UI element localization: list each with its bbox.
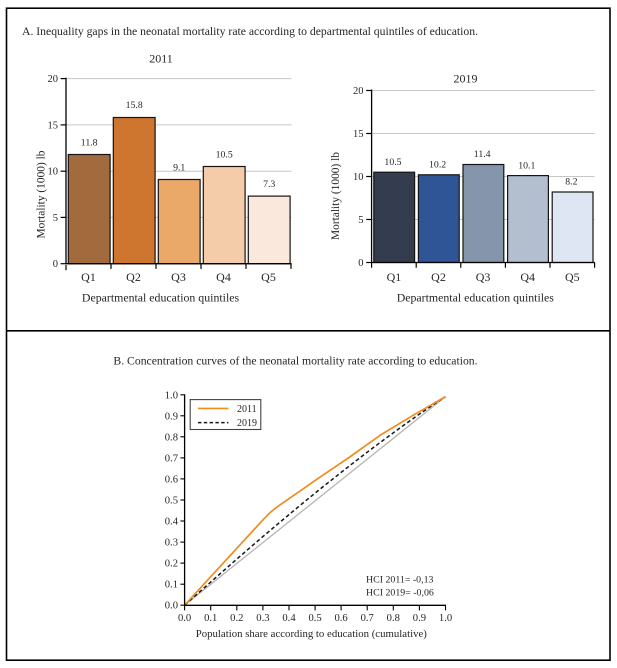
svg-text:5: 5 bbox=[358, 215, 363, 226]
svg-text:B. Concentration curves of the: B. Concentration curves of the neonatal … bbox=[113, 355, 477, 368]
svg-text:0.9: 0.9 bbox=[413, 613, 426, 624]
svg-text:0.9: 0.9 bbox=[165, 411, 178, 422]
svg-text:Q5: Q5 bbox=[261, 270, 276, 284]
svg-text:0.3: 0.3 bbox=[256, 613, 269, 624]
svg-text:20: 20 bbox=[48, 74, 59, 85]
svg-text:15: 15 bbox=[353, 129, 364, 140]
svg-text:Departmental education quintil: Departmental education quintiles bbox=[82, 291, 240, 305]
svg-text:15.8: 15.8 bbox=[126, 100, 143, 111]
svg-text:20: 20 bbox=[353, 86, 364, 97]
svg-text:0.6: 0.6 bbox=[165, 474, 178, 485]
svg-text:A. Inequality gaps in the neon: A. Inequality gaps in the neonatal morta… bbox=[22, 25, 478, 38]
svg-text:Q1: Q1 bbox=[81, 270, 96, 284]
svg-text:0.5: 0.5 bbox=[165, 496, 178, 507]
svg-text:Departmental education quintil: Departmental education quintiles bbox=[397, 291, 555, 305]
svg-text:10.2: 10.2 bbox=[429, 160, 446, 171]
svg-text:0.8: 0.8 bbox=[165, 432, 178, 443]
svg-text:7.3: 7.3 bbox=[263, 179, 275, 190]
svg-text:Q1: Q1 bbox=[387, 270, 402, 284]
svg-text:9.1: 9.1 bbox=[173, 163, 185, 174]
svg-text:0.0: 0.0 bbox=[165, 601, 178, 612]
svg-text:Q3: Q3 bbox=[171, 270, 186, 284]
svg-text:0.2: 0.2 bbox=[230, 613, 243, 624]
svg-text:0.1: 0.1 bbox=[204, 613, 217, 624]
svg-text:10.1: 10.1 bbox=[518, 160, 535, 171]
svg-text:Q3: Q3 bbox=[476, 270, 491, 284]
svg-text:0.8: 0.8 bbox=[387, 613, 400, 624]
svg-text:0.0: 0.0 bbox=[178, 613, 191, 624]
svg-text:11.8: 11.8 bbox=[81, 137, 98, 148]
svg-text:Q5: Q5 bbox=[565, 270, 580, 284]
svg-text:0.2: 0.2 bbox=[165, 559, 178, 570]
svg-text:Q2: Q2 bbox=[126, 270, 141, 284]
svg-text:2019: 2019 bbox=[454, 72, 478, 86]
svg-text:15: 15 bbox=[48, 120, 59, 131]
svg-text:HCI 2011= -0,13: HCI 2011= -0,13 bbox=[366, 574, 434, 585]
svg-text:10: 10 bbox=[48, 167, 59, 178]
svg-text:Q2: Q2 bbox=[431, 270, 446, 284]
svg-text:10: 10 bbox=[353, 172, 364, 183]
svg-text:1.0: 1.0 bbox=[165, 390, 178, 401]
svg-text:0.5: 0.5 bbox=[308, 613, 321, 624]
svg-text:0.3: 0.3 bbox=[165, 538, 178, 549]
svg-text:2011: 2011 bbox=[149, 52, 173, 66]
svg-text:Q4: Q4 bbox=[520, 270, 535, 284]
svg-text:2019: 2019 bbox=[237, 418, 257, 429]
svg-text:0: 0 bbox=[53, 259, 58, 270]
svg-text:2011: 2011 bbox=[237, 404, 257, 415]
svg-text:0.7: 0.7 bbox=[361, 613, 374, 624]
svg-text:Q4: Q4 bbox=[216, 270, 231, 284]
svg-text:0: 0 bbox=[358, 258, 363, 269]
svg-text:0.7: 0.7 bbox=[165, 453, 178, 464]
svg-text:0.1: 0.1 bbox=[165, 580, 178, 591]
svg-text:8.2: 8.2 bbox=[565, 177, 577, 188]
svg-text:Mortality (1000) lb: Mortality (1000) lb bbox=[36, 150, 48, 238]
svg-text:Population share according to: Population share according to education … bbox=[196, 628, 428, 640]
svg-text:0.4: 0.4 bbox=[165, 517, 179, 528]
svg-text:10.5: 10.5 bbox=[384, 157, 401, 168]
svg-text:1.0: 1.0 bbox=[439, 613, 452, 624]
svg-text:HCI 2019= -0,06: HCI 2019= -0,06 bbox=[366, 588, 434, 599]
svg-text:5: 5 bbox=[53, 213, 58, 224]
svg-text:0.4: 0.4 bbox=[282, 613, 296, 624]
svg-text:0.6: 0.6 bbox=[334, 613, 347, 624]
svg-text:10.5: 10.5 bbox=[216, 150, 233, 161]
svg-text:11.4: 11.4 bbox=[474, 149, 491, 160]
svg-text:Mortality (1000) lb: Mortality (1000) lb bbox=[330, 152, 342, 240]
